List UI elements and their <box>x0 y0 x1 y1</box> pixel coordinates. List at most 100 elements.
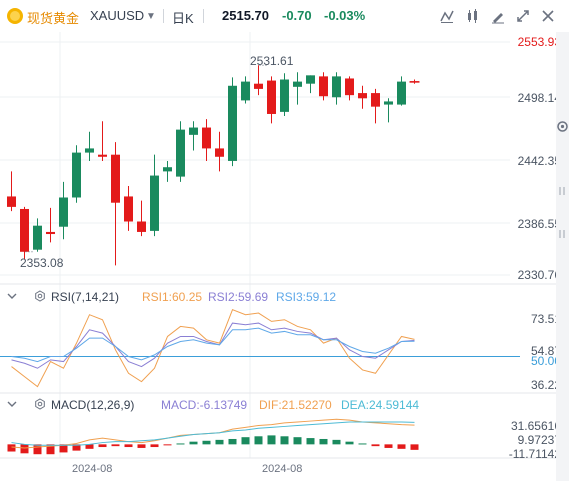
high-annotation: 2531.61 <box>250 54 294 68</box>
low-annotation: 2353.08 <box>20 256 64 270</box>
candle-body <box>254 83 263 89</box>
chart-header: 现货黄金 XAUUSD ▼ 日K 2515.70 -0.70 -0.03% <box>0 0 569 32</box>
macd-bar <box>163 444 172 446</box>
rsi-axis-label: 50.00 <box>530 354 561 368</box>
macd-bar <box>228 438 237 445</box>
macd-axis-label: 31.65616 <box>510 419 561 433</box>
candle-body <box>306 75 315 84</box>
candle-body <box>371 93 380 107</box>
macd-bar <box>280 436 289 445</box>
price-axis-label: 2553.93 <box>517 35 561 49</box>
macd-bar <box>384 444 393 448</box>
rsi-line-1 <box>11 309 415 388</box>
price-axis-label: 2442.35 <box>517 154 561 168</box>
fullscreen-icon[interactable] <box>514 8 532 26</box>
rsi-line-3 <box>11 327 415 363</box>
candle-body <box>384 101 393 105</box>
candle-body <box>7 196 16 207</box>
macd-axis-label: 9.97237 <box>517 433 561 447</box>
close-icon[interactable] <box>539 8 557 26</box>
candle-body <box>332 76 341 98</box>
macd-axis-label: -11.71142 <box>508 447 561 461</box>
chart-type-icon[interactable] <box>464 8 482 26</box>
collapse-icon[interactable] <box>6 398 18 413</box>
macd-bar <box>111 444 120 447</box>
rsi-axis-label: 54.87 <box>530 344 561 358</box>
rsi1-value: RSI1:60.25 <box>142 290 203 304</box>
macd-bar <box>358 443 367 445</box>
indicator-icon[interactable] <box>438 8 456 26</box>
candle-body <box>189 127 198 135</box>
rsi-line-2 <box>11 322 415 369</box>
last-price: 2515.70 <box>222 8 269 23</box>
dea-line <box>11 421 415 446</box>
macd-bar <box>98 444 107 448</box>
rsi-axis-label: 73.51 <box>530 312 561 326</box>
candle-body <box>267 80 276 114</box>
side-scrollbar[interactable] <box>556 32 569 481</box>
price-axis-label: 2386.55 <box>517 217 561 231</box>
symbol-code[interactable]: XAUUSD <box>90 8 145 23</box>
macd-bar <box>59 444 68 453</box>
macd-bar <box>397 444 406 449</box>
candle-body <box>163 167 172 172</box>
interval-selector[interactable]: 日K <box>172 11 194 26</box>
candle-body <box>345 78 354 96</box>
rsi-axis-label: 36.22 <box>530 378 561 392</box>
price-change: -0.70 <box>282 8 312 23</box>
collapse-icon[interactable] <box>6 290 18 305</box>
candle-body <box>176 129 185 177</box>
candle-body <box>72 152 81 198</box>
candle-body <box>46 231 55 235</box>
dea-value: DEA:24.59144 <box>341 398 420 412</box>
price-axis-label: 2330.76 <box>517 268 561 282</box>
drag-handle-icon[interactable] <box>555 228 569 246</box>
dif-value: DIF:21.52270 <box>259 398 332 412</box>
date-label: 2024-08 <box>262 463 303 475</box>
macd-bar <box>254 436 263 445</box>
candle-body <box>33 225 42 250</box>
macd-label: MACD(12,26,9) <box>51 398 135 412</box>
macd-bar <box>215 439 224 445</box>
rsi-lines <box>0 309 520 388</box>
divider <box>163 9 164 23</box>
macd-bar <box>72 444 81 451</box>
macd-bar <box>267 435 276 445</box>
candle-body <box>150 175 159 231</box>
settings-gear-icon[interactable] <box>555 120 569 138</box>
macd-bar <box>241 437 250 445</box>
macd-bar <box>46 444 55 455</box>
drag-handle-icon[interactable] <box>555 185 569 203</box>
macd-bar <box>319 438 328 445</box>
candle-body <box>293 81 302 87</box>
candle-body <box>397 81 406 105</box>
candle-body <box>358 93 367 99</box>
macd-bar <box>33 444 42 455</box>
draw-icon[interactable] <box>489 8 507 26</box>
macd-bar <box>332 439 341 445</box>
macd-bar <box>345 441 354 445</box>
settings-icon[interactable] <box>34 398 46 413</box>
candle-body <box>59 197 68 227</box>
candle-body <box>124 196 133 222</box>
chevron-down-icon[interactable]: ▼ <box>146 11 156 22</box>
macd-value: MACD:-6.13749 <box>161 398 248 412</box>
macd-bar <box>306 438 315 445</box>
rsi3-value: RSI3:59.12 <box>276 290 337 304</box>
candlestick-series <box>7 64 420 266</box>
symbol-cn-name[interactable]: 现货黄金 <box>27 11 80 26</box>
settings-icon[interactable] <box>34 290 46 305</box>
macd-bar <box>7 444 16 452</box>
candle-body <box>215 148 224 157</box>
macd-bar <box>189 441 198 445</box>
candle-body <box>137 221 146 232</box>
candle-body <box>241 81 250 101</box>
macd-bar <box>371 444 380 447</box>
macd-bar <box>137 444 146 448</box>
candle-body <box>85 148 94 153</box>
macd-bar <box>202 440 211 445</box>
candle-body <box>202 127 211 149</box>
candle-body <box>319 76 328 97</box>
price-change-percent: -0.03% <box>324 8 366 23</box>
